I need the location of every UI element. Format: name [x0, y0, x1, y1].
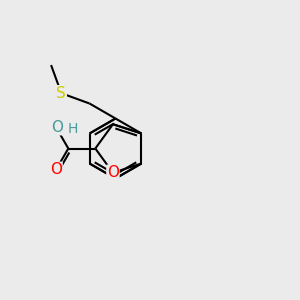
Text: H: H [67, 122, 78, 136]
Text: O: O [52, 120, 64, 135]
Text: S: S [56, 86, 66, 101]
Text: O: O [50, 162, 62, 177]
Text: O: O [107, 165, 119, 180]
